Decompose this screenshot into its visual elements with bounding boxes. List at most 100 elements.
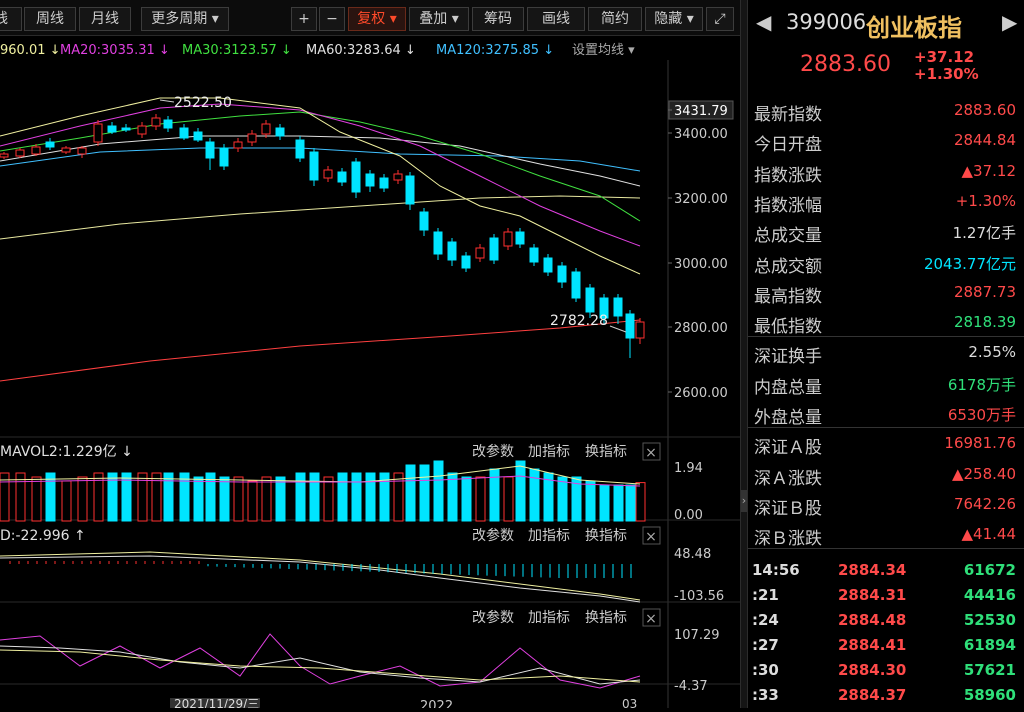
tick-row: :27 2884.41 61894 [748,633,1024,658]
vol-close-box[interactable] [642,442,661,461]
high-annotation: 2522.50 [174,95,232,111]
candle-body [433,231,443,255]
tick-vol: 44416 [963,586,1016,604]
tick-time: 14:56 [752,561,800,579]
candle-body [599,297,609,319]
tick-vol: 52530 [963,611,1016,629]
candle-body [475,247,485,259]
candle-body [635,321,645,339]
volume-bar [77,476,88,522]
volume-bar [379,472,390,522]
stat-value: 16981.76 [944,434,1016,453]
tick-vol: 57621 [963,661,1016,679]
tick-time: :30 [752,661,779,679]
stat-row: 最低指数 2818.39 [748,307,1024,337]
kdj-close-box[interactable] [642,608,661,627]
panel-divider[interactable]: › [740,0,748,708]
candle-body [309,151,319,181]
toolbar-button-10[interactable]: 简约 [588,7,642,31]
volume-bar [31,476,42,522]
tick-price: 2884.34 [838,561,907,579]
candle-body [219,147,229,167]
macd-axis-min: -103.56 [674,589,724,604]
candle-body [515,231,525,245]
volume-bar [529,468,540,522]
stat-value: 2887.73 [953,282,1016,301]
volume-bar [447,472,458,522]
toolbar-button-12[interactable]: ⤢ [706,7,734,31]
candle-body [93,123,103,143]
macd-axis-max: 48.48 [674,547,711,562]
toolbar-button-2[interactable]: 月线 [79,7,131,31]
volume-bar [151,472,162,522]
kline-chart[interactable]: 960.01 ↓ MA20:3035.31 ↓ MA30:3123.57 ↓ MA60… [0,36,740,712]
macd-close-icon: × [645,529,657,545]
macd-params-button: 改参数 [472,527,514,544]
volume-bar [45,472,56,522]
candle-body [557,265,567,283]
volume-bar [295,472,306,522]
tick-time: :21 [752,586,779,604]
kdj-params-button: 改参数 [472,609,514,626]
toolbar-button-11[interactable]: 隐藏 ▾ [645,7,703,31]
toolbar-button-3[interactable]: 更多周期 ▾ [141,7,229,31]
quote-header: ◀ 399006 创业板指 ▶ [748,0,1024,48]
stat-row: 深证Ｂ股 7642.26 [748,489,1024,519]
divider-line [748,548,1024,550]
tick-vol: 61672 [963,561,1016,579]
date-label: 2022 [420,699,453,708]
toolbar-button-4[interactable]: + [291,7,317,31]
candle-body [163,119,173,129]
toolbar-button-0[interactable]: 线 [0,7,22,31]
price-axis-label: 3000.00 [674,257,728,272]
toolbar-button-1[interactable]: 周线 [24,7,76,31]
vol-params-button: 改参数 [472,443,514,460]
price-axis-label: 3431.79 [674,104,728,119]
candle-body [529,247,539,263]
volume-bar [179,472,190,522]
candle-body [151,117,161,127]
ma30-line [0,111,641,222]
volume-bar [219,476,230,522]
toolbar-button-9[interactable]: 画线 [527,7,585,31]
macd-dea-line [0,551,641,601]
candle-body [379,177,389,189]
tick-price: 2884.30 [838,661,907,679]
chart-area[interactable]: 960.01 ↓ MA20:3035.31 ↓ MA30:3123.57 ↓ MA60… [0,36,740,712]
volume-bar [323,476,334,522]
volume-bar [309,472,320,522]
volume-bar [419,464,430,522]
macd-close-box[interactable] [642,526,661,545]
divider-line [748,336,1024,338]
stat-value: 2043.77亿元 [923,254,1016,273]
candle-body [461,255,471,269]
ma120-line [0,147,641,172]
tick-time: :24 [752,611,779,629]
candle-body [137,125,147,135]
candle-body [447,241,457,261]
candle-body [107,125,117,133]
toolbar-button-6[interactable]: 复权 ▾ [348,7,406,31]
tick-price: 2884.41 [838,636,907,654]
toolbar-button-8[interactable]: 筹码 [472,7,524,31]
stat-value: 6530万手 [947,406,1016,424]
toolbar-button-5[interactable]: − [319,7,345,31]
price-axis-label: 2800.00 [674,321,728,336]
toolbar-button-7[interactable]: 叠加 ▾ [409,7,469,31]
tick-vol: 58960 [963,686,1016,704]
stat-value: ▲37.12 [961,161,1016,180]
kdj-j-line [0,633,641,689]
stat-row: 指数涨幅 +1.30% [748,186,1024,216]
candle-body [31,146,41,155]
collapse-arrow-icon[interactable]: › [741,490,747,512]
candle-body [351,161,361,193]
stat-label: 最高指数 [754,286,822,307]
kdj-swap-indicator-button: 换指标 [585,609,627,626]
tick-row: :30 2884.30 57621 [748,658,1024,683]
stat-label: 深Ｂ涨跌 [754,529,822,550]
candle-body [261,123,271,135]
volume-label: MAVOL2:1.229亿 ↓ [0,444,133,460]
next-arrow-icon[interactable]: ▶ [1002,10,1018,34]
volume-bar [393,472,404,522]
prev-arrow-icon[interactable]: ◀ [756,10,772,34]
